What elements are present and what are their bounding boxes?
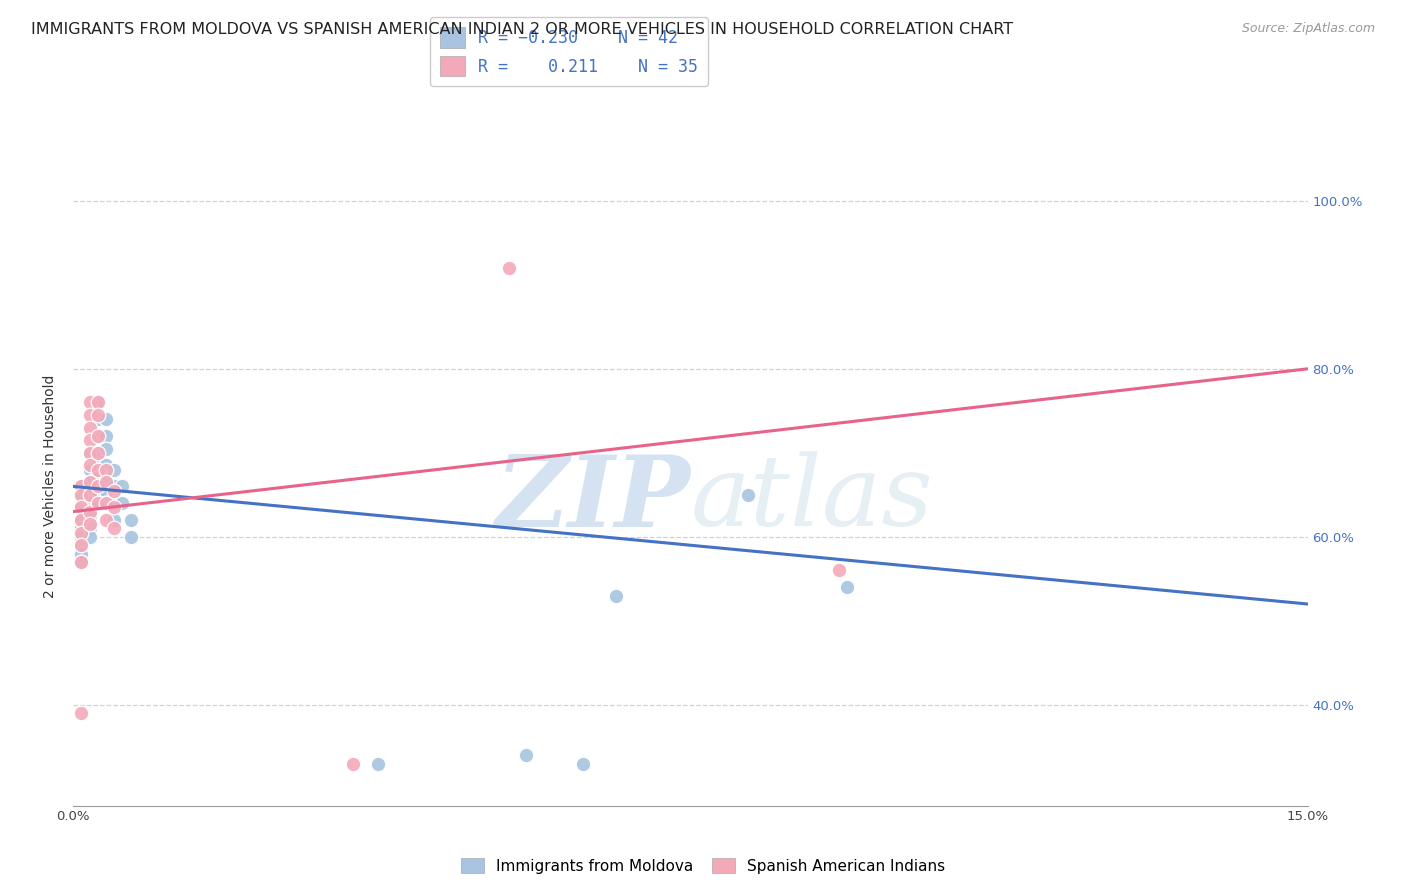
Point [94,483,117,498]
Point [103,479,125,493]
Point [79,475,101,490]
Point [70,530,93,544]
Point [79,505,101,519]
Point [79,496,101,510]
Point [94,471,117,485]
Point [94,496,117,510]
Point [87,446,110,460]
Point [79,530,101,544]
Point [87,479,110,493]
Point [120,513,142,527]
Point [111,479,134,493]
Point [79,395,101,409]
Point [70,538,93,552]
Point [79,420,101,434]
Legend: Immigrants from Moldova, Spanish American Indians: Immigrants from Moldova, Spanish America… [456,852,950,880]
Point [70,555,93,569]
Point [70,555,93,569]
Point [94,429,117,443]
Point [79,517,101,532]
Point [70,479,93,493]
Point [79,521,101,535]
Point [572,756,595,771]
Point [70,706,93,721]
Point [103,513,125,527]
Point [79,488,101,502]
Point [737,488,759,502]
Point [87,458,110,473]
Point [70,513,93,527]
Point [87,429,110,443]
Point [498,260,520,275]
Point [94,412,117,426]
Point [79,434,101,448]
Point [94,475,117,490]
Point [70,538,93,552]
Point [94,513,117,527]
Text: IMMIGRANTS FROM MOLDOVA VS SPANISH AMERICAN INDIAN 2 OR MORE VEHICLES IN HOUSEHO: IMMIGRANTS FROM MOLDOVA VS SPANISH AMERI… [31,22,1014,37]
Point [103,500,125,515]
Text: Source: ZipAtlas.com: Source: ZipAtlas.com [1241,22,1375,36]
Point [94,458,117,473]
Point [94,462,117,476]
Point [103,521,125,535]
Point [79,458,101,473]
Point [87,471,110,485]
Point [87,395,110,409]
Point [103,496,125,510]
Point [70,521,93,535]
Point [342,756,364,771]
Point [70,479,93,493]
Point [70,525,93,540]
Point [515,748,537,763]
Point [79,508,101,523]
Point [87,412,110,426]
Point [70,488,93,502]
Legend: R = −0.230    N = 42, R =    0.211    N = 35: R = −0.230 N = 42, R = 0.211 N = 35 [430,17,709,87]
Text: atlas: atlas [690,451,934,547]
Point [120,530,142,544]
Point [103,462,125,476]
Point [70,500,93,515]
Point [87,483,110,498]
Point [835,580,858,594]
Point [79,462,101,476]
Point [70,547,93,561]
Point [70,488,93,502]
Point [87,446,110,460]
Point [367,756,389,771]
Point [70,500,93,515]
Point [79,475,101,490]
Point [79,483,101,498]
Point [87,408,110,422]
Point [827,563,849,577]
Point [87,429,110,443]
Point [103,483,125,498]
Text: ZIP: ZIP [495,451,690,548]
Point [87,395,110,409]
Point [605,589,627,603]
Point [94,496,117,510]
Point [87,496,110,510]
Y-axis label: 2 or more Vehicles in Household: 2 or more Vehicles in Household [44,375,58,599]
Point [87,496,110,510]
Point [94,442,117,456]
Point [79,446,101,460]
Point [79,408,101,422]
Point [70,513,93,527]
Point [79,446,101,460]
Point [111,496,134,510]
Point [87,462,110,476]
